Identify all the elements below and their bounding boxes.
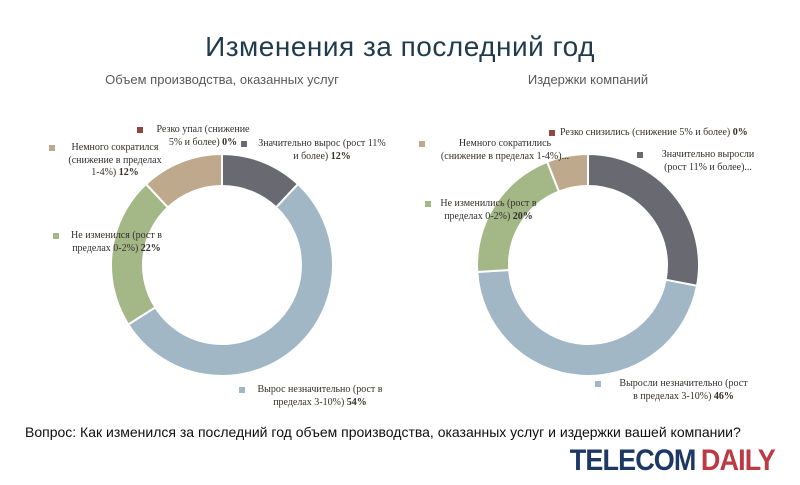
logo-telecom: TELECOM — [569, 444, 697, 477]
legend-marker-icon — [637, 152, 643, 158]
legend-label: Немного сократился (снижение в пределах … — [68, 142, 162, 178]
legend-label: Резко упал (снижение 5% и более) — [156, 124, 250, 148]
legend-marker-icon — [419, 141, 425, 147]
legend-label: Значительно вырос (рост 11% и более) — [258, 138, 386, 162]
legend-callout-unchanged: Не изменились (рост в пределах 0-2%) 20% — [425, 198, 541, 223]
legend-label: Резко снизились (снижение 5% и более) — [560, 127, 731, 138]
legend-value: 22% — [140, 242, 161, 254]
donut-segment — [144, 152, 223, 209]
page-title: Изменения за последний год — [205, 30, 595, 62]
donut-segment — [126, 182, 334, 377]
legend-value: 54% — [346, 396, 367, 408]
legend-callout-grew-strongly: Значительно вырос (рост 11% и более) 12% — [241, 138, 392, 163]
legend-marker-icon — [49, 145, 55, 151]
legend-callout-grew-modestly: Выросли незначительно (рост в пределах 3… — [595, 378, 761, 403]
legend-callout-shrank-slightly: Немного сократился (снижение в пределах … — [49, 142, 170, 180]
legend-marker-icon — [241, 141, 247, 147]
chart-title-production: Объем производства, оказанных услуг — [105, 72, 339, 87]
legend-marker-icon — [549, 130, 555, 136]
legend-label: Выросли незначительно (рост в пределах 3… — [619, 378, 748, 402]
legend-value: 12% — [330, 150, 351, 162]
legend-callout-sharp-decline: Резко снизились (снижение 5% и более) 0% — [549, 127, 748, 140]
legend-label: Вырос незначительно (рост в пределах 3-1… — [257, 384, 383, 408]
legend-value: 20% — [512, 210, 533, 222]
survey-question: Вопрос: Как изменился за последний год о… — [25, 424, 741, 440]
legend-marker-icon — [595, 381, 601, 387]
chart-title-costs: Издержки компаний — [527, 72, 649, 87]
legend-callout-shrank-slightly: Немного сократились (снижение в пределах… — [419, 138, 580, 163]
legend-label: Немного сократились (снижение в пределах… — [440, 138, 570, 162]
donut-segment — [476, 268, 699, 377]
legend-callout-sharp-drop: Резко упал (снижение 5% и более) 0% — [137, 124, 258, 149]
legend-callout-grew-modestly: Вырос незначительно (рост в пределах 3-1… — [239, 384, 390, 409]
legend-label: Не изменился (рост в пределах 0-2%) — [71, 230, 162, 254]
legend-label: Не изменились (рост в пределах 0-2%) — [440, 198, 537, 222]
legend-label: Значительно выросли (рост 11% и более)..… — [661, 149, 755, 173]
legend-callout-unchanged: Не изменился (рост в пределах 0-2%) 22% — [53, 230, 169, 255]
donut-chart-production — [110, 152, 334, 377]
donut-chart-costs — [476, 152, 700, 377]
telecom-daily-logo: TELECOM DAILY — [569, 444, 776, 478]
legend-value: 46% — [713, 390, 734, 402]
legend-marker-icon — [137, 127, 143, 133]
legend-marker-icon — [53, 233, 59, 239]
legend-value: 0% — [222, 136, 238, 148]
legend-callout-grew-strongly: Значительно выросли (рост 11% и более)..… — [637, 149, 768, 174]
legend-marker-icon — [239, 387, 245, 393]
legend-value: 0% — [732, 127, 748, 138]
logo-daily: DAILY — [700, 444, 776, 477]
legend-marker-icon — [425, 201, 431, 207]
donut-segment — [545, 152, 589, 193]
legend-value: 12% — [118, 167, 139, 178]
